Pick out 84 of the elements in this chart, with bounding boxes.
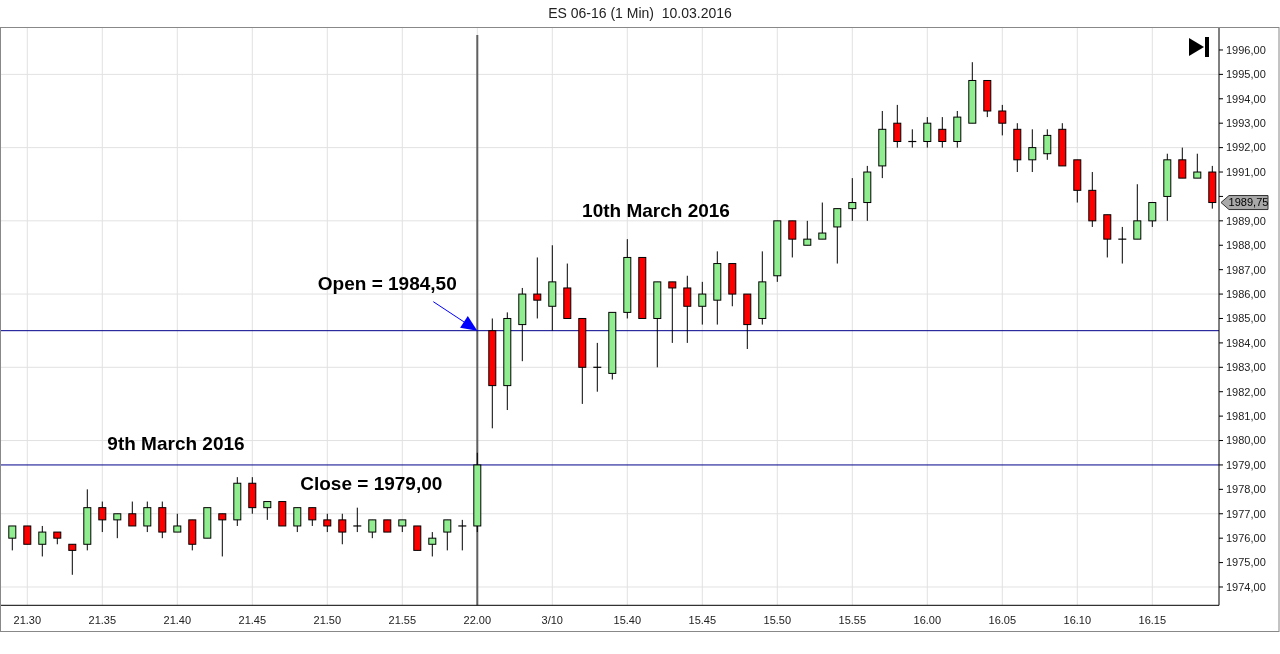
candlestick	[698, 281, 707, 326]
candlestick	[1193, 153, 1202, 179]
candlestick	[338, 513, 347, 545]
annotation: Close = 1979,00	[300, 472, 443, 494]
candlestick	[938, 116, 947, 149]
candlestick	[308, 507, 317, 527]
x-tick-label: 16.10	[1063, 614, 1092, 627]
candlestick	[1117, 226, 1127, 265]
candlestick	[352, 507, 362, 533]
candlestick	[128, 501, 137, 527]
text: 1989,75	[1228, 196, 1269, 209]
y-tick-label: 1974,00	[1226, 580, 1266, 593]
x-tick-label: 21.55	[388, 614, 417, 627]
candlestick	[98, 501, 107, 533]
candlestick	[263, 501, 272, 521]
candlestick	[998, 104, 1007, 136]
candlestick	[788, 220, 797, 258]
y-tick-label: 1994,00	[1226, 92, 1266, 105]
y-tick-label: 1987,00	[1226, 263, 1266, 276]
y-tick-label: 1995,00	[1226, 68, 1266, 81]
candlestick	[533, 256, 542, 319]
candlestick	[113, 513, 122, 539]
y-tick-label: 1993,00	[1226, 117, 1266, 130]
x-tick-label: 21.50	[313, 614, 342, 627]
y-tick-label: 1989,00	[1226, 214, 1266, 227]
candlestick	[68, 543, 77, 576]
candlestick	[818, 202, 827, 240]
y-tick-label: 1991,00	[1226, 165, 1266, 178]
candlestick	[833, 208, 842, 265]
candlestick	[8, 525, 17, 551]
y-tick-label: 1984,00	[1226, 336, 1266, 349]
y-tick-label: 1981,00	[1226, 409, 1266, 422]
y-tick-label: 1992,00	[1226, 141, 1266, 154]
candlestick	[683, 275, 692, 344]
x-tick-label: 21.30	[13, 614, 42, 627]
candlestick	[1133, 183, 1142, 240]
annotation: 9th March 2016	[107, 433, 245, 454]
candlestick	[803, 220, 812, 246]
y-tick-label: 1988,00	[1226, 239, 1266, 252]
x-tick-label: 21.45	[238, 614, 267, 627]
y-tick-label: 1980,00	[1226, 434, 1266, 447]
candlestick	[443, 519, 452, 551]
candlestick	[848, 177, 857, 222]
candlestick	[428, 531, 437, 557]
candlestick	[143, 501, 152, 533]
y-tick-label: 1982,00	[1226, 385, 1266, 398]
y-tick-label: 1977,00	[1226, 507, 1266, 520]
x-tick-label: 21.40	[163, 614, 192, 627]
x-tick-label: 16.15	[1138, 614, 1167, 627]
candlestick	[668, 281, 677, 344]
candlestick	[323, 513, 332, 533]
annotation: 10th March 2016	[582, 200, 730, 221]
annotation: Open = 1984,50	[317, 272, 457, 294]
y-tick-label: 1983,00	[1226, 361, 1266, 374]
candlestick	[23, 525, 32, 545]
chart-title: ES 06-16 (1 Min) 10.03.2016	[548, 5, 733, 21]
candlestick	[923, 116, 932, 149]
candlestick	[1028, 128, 1037, 173]
candlestick	[38, 525, 47, 557]
candlestick	[1148, 202, 1157, 228]
candlestick	[293, 507, 302, 533]
x-tick-label: 16.05	[988, 614, 1017, 627]
y-tick-label: 1985,00	[1226, 312, 1266, 325]
candlestick	[368, 519, 377, 539]
x-tick-label: 22.00	[463, 614, 492, 627]
candlestick	[893, 104, 902, 149]
candlestick	[457, 519, 467, 551]
y-tick-label: 1975,00	[1226, 556, 1266, 569]
x-tick-label: 16.00	[913, 614, 942, 627]
x-tick-label: 15.50	[763, 614, 792, 627]
y-tick-label: 1978,00	[1226, 483, 1266, 496]
candlestick	[1043, 128, 1052, 161]
candlestick	[1178, 147, 1187, 179]
x-tick-label: 3/10	[541, 614, 564, 627]
y-tick-label: 1996,00	[1226, 43, 1266, 56]
candlestick	[173, 513, 182, 533]
y-tick-label: 1976,00	[1226, 532, 1266, 545]
y-tick-label: 1979,00	[1226, 458, 1266, 471]
x-tick-label: 15.40	[613, 614, 642, 627]
x-tick-label: 15.55	[838, 614, 867, 627]
x-tick-label: 15.45	[688, 614, 717, 627]
x-tick-label: 21.35	[88, 614, 117, 627]
candlestick	[218, 513, 227, 557]
y-tick-label: 1986,00	[1226, 287, 1266, 300]
